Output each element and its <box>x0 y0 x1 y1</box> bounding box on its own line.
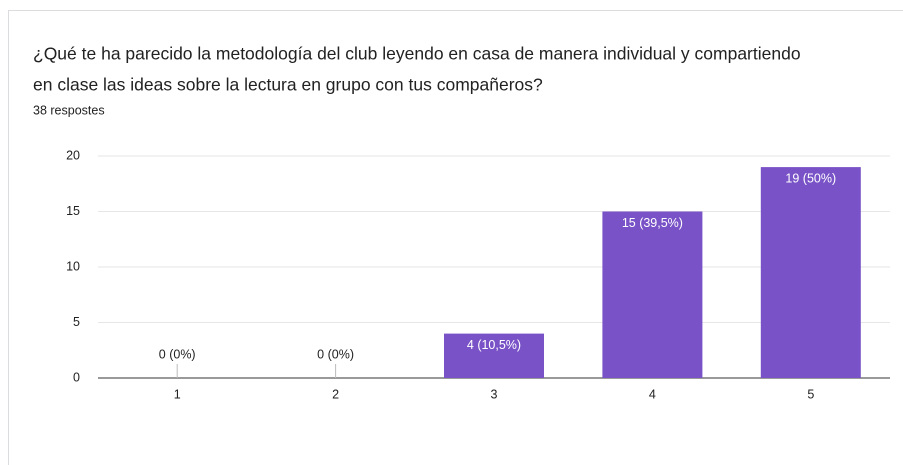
y-tick-label: 5 <box>73 315 80 329</box>
x-tick-label: 5 <box>807 387 814 401</box>
value-label: 0 (0%) <box>159 347 196 361</box>
y-tick-label: 15 <box>66 204 80 218</box>
y-tick-label: 10 <box>66 259 80 273</box>
x-tick-label: 3 <box>491 387 498 401</box>
bar <box>760 167 861 378</box>
x-tick-label: 1 <box>174 387 181 401</box>
chart-subtitle: 38 respostes <box>33 103 105 117</box>
value-label: 15 (39,5%) <box>622 216 683 230</box>
value-label: 19 (50%) <box>785 171 836 185</box>
card <box>8 10 903 465</box>
bar <box>602 211 703 378</box>
value-label: 0 (0%) <box>317 347 354 361</box>
chart-title: en clase las ideas sobre la lectura en g… <box>33 75 543 95</box>
y-tick-label: 0 <box>73 370 80 384</box>
x-tick-label: 4 <box>649 387 656 401</box>
y-tick-label: 20 <box>66 148 80 162</box>
bar <box>444 333 544 378</box>
value-label: 4 (10,5%) <box>467 338 521 352</box>
x-tick-label: 2 <box>332 387 339 401</box>
chart-title: ¿Qué te ha parecido la metodología del c… <box>33 44 801 64</box>
